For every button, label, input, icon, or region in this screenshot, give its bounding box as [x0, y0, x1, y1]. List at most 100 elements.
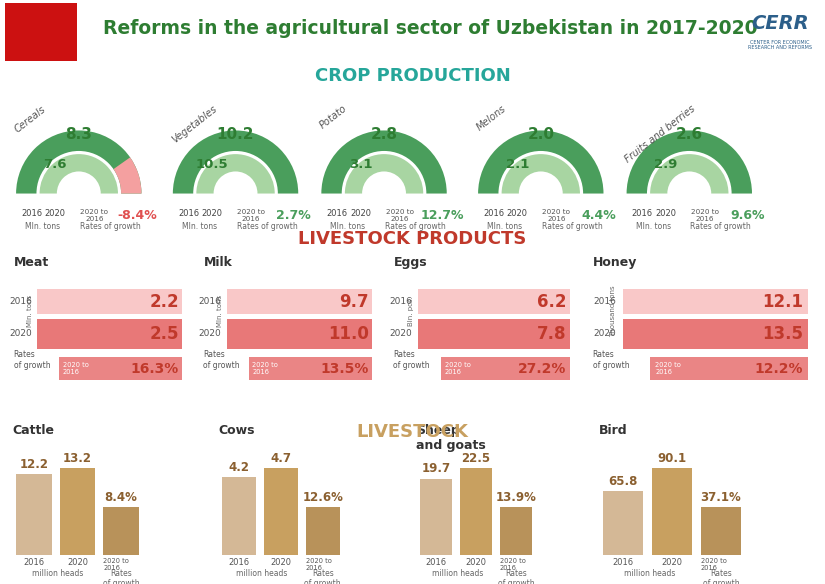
Text: Rates of growth: Rates of growth — [237, 222, 297, 231]
Text: CERR: CERR — [752, 14, 808, 33]
Text: Mln. tons: Mln. tons — [27, 295, 33, 327]
Text: 2016: 2016 — [593, 297, 615, 306]
Text: 2020 to
2016: 2020 to 2016 — [305, 558, 332, 572]
Text: 2016: 2016 — [23, 558, 45, 566]
Text: 12.1: 12.1 — [762, 293, 803, 311]
Text: 4.4%: 4.4% — [582, 208, 616, 221]
Bar — [305, 507, 340, 555]
Bar — [418, 319, 570, 349]
Text: 2.6: 2.6 — [676, 127, 703, 142]
Text: 2016: 2016 — [612, 558, 634, 566]
Text: 2020: 2020 — [67, 558, 88, 566]
Text: 2.5: 2.5 — [149, 325, 179, 343]
Bar — [227, 319, 372, 349]
Text: Rates of growth: Rates of growth — [80, 222, 140, 231]
Bar — [441, 357, 570, 380]
Text: 9.7: 9.7 — [339, 293, 369, 311]
Text: 8.3: 8.3 — [65, 127, 92, 142]
Text: 2020 to
2016: 2020 to 2016 — [691, 208, 719, 221]
Text: 13.2: 13.2 — [63, 451, 92, 465]
Bar — [500, 507, 532, 555]
Text: 2016: 2016 — [21, 208, 42, 217]
Text: million heads: million heads — [236, 569, 288, 578]
Text: Rates
of growth: Rates of growth — [592, 350, 629, 370]
Bar — [603, 491, 643, 555]
Text: 2020: 2020 — [9, 329, 32, 338]
Text: 65.8: 65.8 — [608, 475, 638, 488]
Text: 10.5: 10.5 — [196, 158, 229, 171]
Text: 19.7: 19.7 — [422, 463, 450, 475]
Bar — [37, 289, 182, 314]
Text: 2020 to
2016: 2020 to 2016 — [63, 362, 88, 375]
Bar — [227, 289, 372, 314]
Text: Rates of growth: Rates of growth — [542, 222, 602, 231]
Text: 2020 to
2016: 2020 to 2016 — [701, 558, 727, 572]
Wedge shape — [173, 130, 299, 193]
Text: 16.3%: 16.3% — [130, 361, 179, 376]
Text: Vegetables: Vegetables — [170, 104, 219, 145]
Text: 2.2: 2.2 — [149, 293, 179, 311]
Text: Bln. pcs.: Bln. pcs. — [408, 296, 413, 326]
Text: 2020: 2020 — [662, 558, 682, 566]
Wedge shape — [40, 154, 118, 193]
Text: 3.1: 3.1 — [349, 158, 372, 171]
Bar — [460, 468, 493, 555]
Text: 2020: 2020 — [389, 329, 412, 338]
Text: 4.7: 4.7 — [271, 451, 291, 465]
Text: million heads: million heads — [432, 569, 483, 578]
Bar — [701, 507, 741, 555]
Text: 2020 to
2016: 2020 to 2016 — [543, 208, 570, 221]
Text: 2.8: 2.8 — [370, 127, 398, 142]
Text: 2020: 2020 — [465, 558, 487, 566]
Text: 2016: 2016 — [327, 208, 347, 217]
Bar — [16, 474, 52, 555]
Text: Cows: Cows — [219, 423, 255, 437]
Text: 12.2%: 12.2% — [754, 361, 803, 376]
Text: LIVESTOCK: LIVESTOCK — [356, 423, 469, 441]
Text: CENTER FOR ECONOMIC
RESEARCH AND REFORMS: CENTER FOR ECONOMIC RESEARCH AND REFORMS — [748, 40, 812, 50]
Text: 2016: 2016 — [9, 297, 32, 306]
Wedge shape — [16, 130, 142, 193]
Text: Thousand tons: Thousand tons — [610, 285, 616, 337]
Bar — [623, 319, 808, 349]
Text: Mln. tons: Mln. tons — [488, 222, 522, 231]
Text: Milk: Milk — [204, 256, 233, 269]
Text: ОБОЗРЕНИЕ: ОБОЗРЕНИЕ — [18, 42, 64, 48]
Text: Rates
of growth: Rates of growth — [204, 350, 240, 370]
Wedge shape — [345, 154, 423, 193]
Wedge shape — [114, 157, 142, 193]
Text: 2.1: 2.1 — [506, 158, 529, 171]
Text: 2016: 2016 — [389, 297, 412, 306]
Text: 13.5: 13.5 — [762, 325, 803, 343]
Text: 2020: 2020 — [271, 558, 291, 566]
Wedge shape — [478, 130, 603, 193]
Text: 2.0: 2.0 — [527, 127, 554, 142]
Bar — [623, 289, 808, 314]
Text: 2020 to
2016: 2020 to 2016 — [386, 208, 413, 221]
Text: 8.4%: 8.4% — [105, 491, 138, 503]
Text: 2.9: 2.9 — [654, 158, 677, 171]
Text: Cereals: Cereals — [13, 104, 48, 134]
Bar — [652, 468, 692, 555]
Text: Mln. tons: Mln. tons — [26, 222, 60, 231]
Text: 2020 to
2016: 2020 to 2016 — [655, 362, 681, 375]
Text: 12.2: 12.2 — [20, 458, 49, 471]
Text: 11.0: 11.0 — [328, 325, 369, 343]
Text: 2020 to
2016: 2020 to 2016 — [252, 362, 278, 375]
Text: 13.5%: 13.5% — [320, 361, 369, 376]
Text: 13.9%: 13.9% — [496, 491, 536, 503]
Text: 2020: 2020 — [199, 329, 222, 338]
Text: Potato: Potato — [318, 104, 349, 131]
Text: Rates
of growth: Rates of growth — [497, 569, 535, 584]
Text: 10.2: 10.2 — [217, 127, 254, 142]
Text: Meat: Meat — [14, 256, 49, 269]
Bar — [59, 468, 96, 555]
Text: 7.8: 7.8 — [536, 325, 566, 343]
Text: 7.6: 7.6 — [44, 158, 67, 171]
Text: 2016: 2016 — [199, 297, 222, 306]
Text: Honey: Honey — [592, 256, 637, 269]
Text: 2020 to
2016: 2020 to 2016 — [103, 558, 130, 572]
Text: 12.6%: 12.6% — [302, 491, 343, 503]
Text: 9.6%: 9.6% — [730, 208, 765, 221]
Text: 4.2: 4.2 — [229, 461, 250, 474]
